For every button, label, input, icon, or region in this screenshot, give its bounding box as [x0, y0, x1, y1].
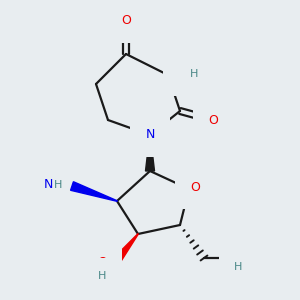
Text: H: H [190, 69, 199, 80]
Text: O: O [97, 256, 107, 269]
Text: H: H [54, 179, 63, 190]
Polygon shape [110, 234, 138, 267]
Text: N: N [178, 68, 187, 81]
Text: O: O [190, 181, 200, 194]
Text: H: H [234, 262, 243, 272]
Polygon shape [146, 135, 154, 171]
Polygon shape [70, 182, 117, 201]
Text: N: N [44, 178, 54, 191]
Text: H: H [98, 271, 106, 281]
Text: N: N [145, 128, 155, 142]
Text: O: O [121, 14, 131, 28]
Text: O: O [234, 248, 243, 262]
Text: O: O [208, 113, 218, 127]
